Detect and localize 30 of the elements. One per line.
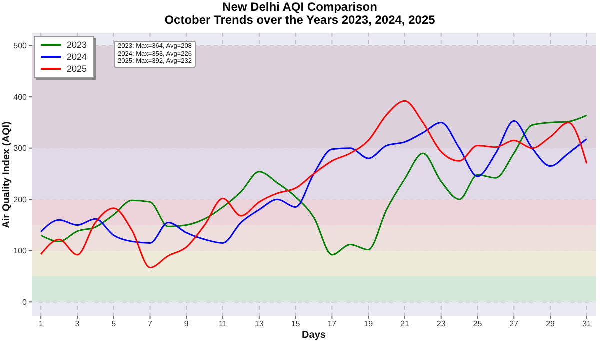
x-tick-label: 11	[218, 320, 228, 329]
legend-label: 2023	[67, 40, 88, 50]
x-tick-label: 29	[546, 320, 556, 329]
x-tick-label: 31	[582, 320, 592, 329]
y-tick-label: 400	[14, 92, 28, 102]
legend-label: 2025	[67, 64, 88, 74]
x-tick-label: 7	[148, 320, 154, 329]
x-tick-label: 25	[473, 320, 483, 329]
y-tick-label: 100	[14, 246, 28, 256]
x-tick-label: 17	[328, 320, 338, 329]
x-tick-label: 9	[184, 320, 190, 329]
x-axis-title: Days	[302, 330, 326, 341]
x-tick-label: 27	[510, 320, 520, 329]
line-series	[40, 100, 588, 269]
x-tick-label: 23	[436, 320, 446, 329]
x-tick-label: 1	[38, 320, 44, 329]
chart-subtitle: October Trends over the Years 2023, 2024, 2025	[164, 13, 436, 27]
x-tick-label: 15	[291, 320, 301, 329]
chart-title: New Delhi AQI Comparison	[222, 0, 378, 14]
y-axis-title: Air Quality Index (AQI)	[2, 122, 12, 228]
x-tick-label: 19	[364, 320, 374, 329]
x-tick-label: 21	[400, 320, 410, 329]
y-tick-label: 200	[14, 195, 28, 204]
x-tick-label: 3	[75, 320, 80, 329]
x-tick-label: 13	[254, 320, 264, 329]
legend-label: 2024	[67, 52, 88, 62]
x-tick-label: 5	[112, 320, 117, 329]
y-tick-label: 0	[22, 298, 28, 307]
y-tick-label: 300	[14, 144, 28, 154]
y-tick-label: 500	[14, 42, 28, 51]
